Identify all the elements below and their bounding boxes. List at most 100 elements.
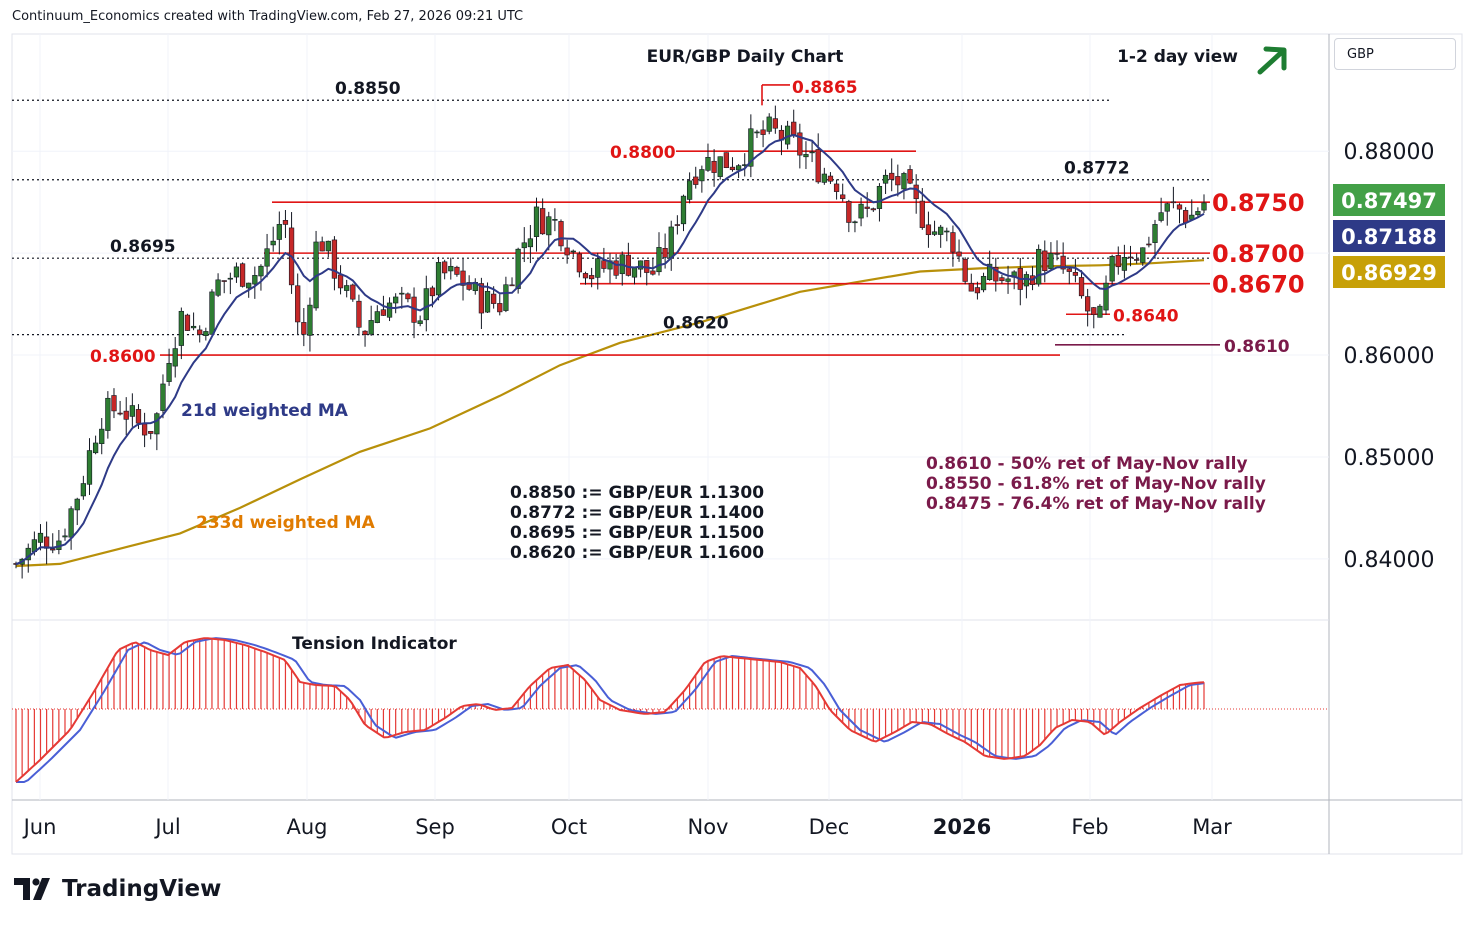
candle (1078, 270, 1085, 299)
candle (325, 240, 331, 258)
candle (925, 211, 932, 248)
candle (938, 224, 944, 248)
candle (417, 315, 423, 327)
red-level-label: 0.8700 (1212, 240, 1305, 268)
candle (288, 212, 295, 294)
chart-credit: Continuum_Economics created with Trading… (12, 9, 524, 24)
candle (656, 232, 662, 276)
candle (968, 273, 974, 292)
annotation-line: 0.8695 := GBP/EUR 1.1500 (510, 523, 764, 543)
candle (258, 264, 264, 291)
candle (497, 294, 503, 316)
tension-fast-line (15, 637, 1205, 783)
candle (1170, 186, 1177, 209)
svg-text:0.87188: 0.87188 (1341, 225, 1437, 249)
candle (821, 167, 827, 185)
dotted-level-label: 0.8695 (110, 237, 176, 257)
candle (674, 215, 680, 235)
candle (264, 233, 270, 278)
candle (154, 412, 160, 451)
candle (197, 325, 203, 343)
candle (723, 152, 729, 169)
candle (650, 258, 656, 276)
price-badges: 0.87497 0.87188 0.86929 (1333, 184, 1445, 288)
candle (368, 305, 374, 336)
candle (295, 273, 301, 335)
candle (99, 418, 105, 455)
candle (1011, 270, 1017, 290)
levels-layer: 0.8850 0.8772 0.8695 0.8620 0.8865 0.8800 0.87… (12, 78, 1305, 367)
candle (527, 225, 534, 264)
candle (1183, 207, 1189, 229)
tradingview-logo[interactable]: TradingView (14, 876, 221, 902)
candle (637, 260, 644, 278)
annotation-line: 0.8475 - 76.4% ret of May-Nov rally (926, 494, 1266, 514)
candle (233, 262, 240, 283)
ma-21-line (15, 133, 1205, 566)
candle (1048, 242, 1054, 271)
candle (760, 120, 766, 148)
candle (43, 521, 50, 565)
chart-title: EUR/GBP Daily Chart (647, 47, 844, 67)
candle (393, 293, 399, 314)
candle (742, 153, 748, 177)
candle (178, 307, 184, 360)
candle (184, 313, 191, 331)
candle (962, 257, 968, 285)
candle (705, 143, 711, 172)
candle (301, 308, 307, 347)
candle (92, 435, 99, 455)
candle (570, 249, 576, 258)
red-level-label: 0.8750 (1212, 189, 1305, 217)
candle (1121, 244, 1128, 279)
candle (784, 120, 791, 150)
candle (999, 274, 1005, 284)
candle (148, 431, 154, 440)
candle (313, 230, 319, 311)
candle (411, 287, 417, 339)
candle (901, 171, 907, 200)
candle (166, 348, 172, 386)
candle (209, 289, 215, 335)
candle (141, 412, 148, 448)
candle (944, 227, 950, 242)
candle (582, 271, 589, 285)
candle (1054, 240, 1060, 261)
candle (1072, 258, 1079, 283)
candle (950, 225, 956, 267)
candle (827, 172, 834, 184)
candle (460, 258, 466, 301)
x-axis-tick-label: Sep (415, 815, 455, 839)
candle (37, 524, 44, 551)
candle (699, 165, 705, 193)
candle (129, 393, 135, 427)
x-axis-tick-label: Feb (1071, 815, 1108, 839)
price-badge: 0.86929 (1333, 256, 1445, 288)
candle (68, 506, 74, 550)
x-axis-tick-label: Jun (22, 815, 57, 839)
candle (448, 257, 454, 280)
currency-selector[interactable]: GBP (1334, 38, 1456, 70)
candle (540, 198, 546, 235)
candle (797, 123, 803, 169)
candle (362, 330, 368, 347)
tradingview-logo-text: TradingView (62, 876, 222, 902)
candle (833, 179, 840, 200)
x-axis-tick-label: Oct (551, 815, 587, 839)
x-axis-tick-label: 2026 (933, 815, 991, 839)
candle (993, 257, 999, 292)
red-level-label: 0.8800 (610, 143, 676, 163)
candle (1109, 254, 1115, 287)
candle (974, 281, 981, 300)
candle (1152, 219, 1158, 259)
candle (625, 242, 631, 277)
candle (521, 227, 527, 263)
candle (889, 158, 895, 192)
tension-indicator (12, 637, 1329, 783)
candle (533, 197, 540, 252)
candle (56, 529, 62, 555)
candle (546, 211, 552, 251)
y-axis-tick-label: 0.85000 (1344, 446, 1435, 471)
red-level-label: 0.8640 (1113, 306, 1179, 326)
